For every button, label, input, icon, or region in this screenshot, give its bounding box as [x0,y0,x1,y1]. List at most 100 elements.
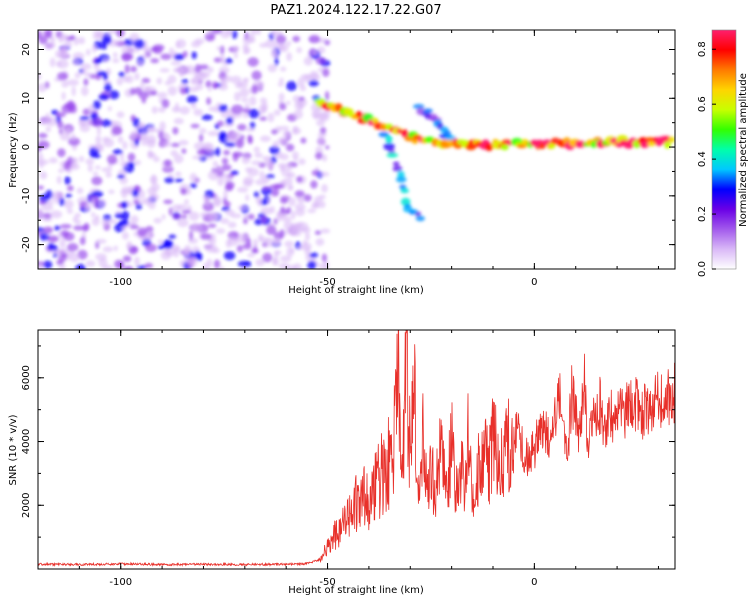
noise-blob [295,208,306,217]
lower-branch-blob [378,131,390,138]
noise-blob [58,168,64,173]
noise-blob [225,58,233,64]
noise-blob [191,155,204,160]
noise-blob [218,104,228,112]
noise-blob [38,200,47,206]
noise-blob [158,131,165,140]
noise-blob [290,248,295,253]
noise-blob [244,103,250,109]
noise-blob [218,134,229,144]
noise-blob [189,172,198,183]
noise-blob [231,131,242,138]
noise-blob [173,117,184,125]
noise-blob [251,84,258,94]
noise-blob [237,260,249,268]
noise-blob [275,34,287,45]
noise-blob [174,67,186,73]
noise-blob [190,103,197,109]
noise-blob [267,112,275,123]
noise-blob [220,218,230,224]
noise-blob [168,207,173,216]
main-signal-blob [647,141,656,147]
noise-blob [56,259,64,265]
noise-blob [187,86,199,93]
noise-blob [220,54,225,62]
noise-blob [118,71,125,78]
noise-blob [107,106,112,112]
noise-blob [157,244,165,250]
figure-title: PAZ1.2024.122.17.22.G07 [270,3,441,18]
noise-blob [158,106,166,113]
noise-blob [113,245,119,252]
noise-blob [208,106,218,112]
noise-blob [189,230,194,241]
noise-blob [101,35,112,45]
noise-blob [181,214,188,219]
noise-blob [253,146,260,153]
noise-blob [256,30,261,36]
noise-blob [220,79,226,85]
noise-blob [147,187,157,195]
noise-blob [58,197,65,207]
noise-blob [265,237,276,247]
lower-branch-blob [392,161,400,166]
noise-blob [177,218,189,228]
noise-blob [318,194,326,200]
noise-blob [91,212,96,218]
noise-blob [298,96,305,102]
noise-blob [183,247,190,256]
noise-blob [38,132,48,139]
noise-blob [288,197,296,207]
noise-blob [54,225,61,231]
noise-blob [191,222,202,233]
noise-blob [307,260,317,269]
noise-blob [262,186,270,191]
noise-blob [237,123,247,131]
noise-blob [79,236,86,246]
heatmap-ytick-label: 0 [21,144,32,150]
noise-blob [171,106,181,113]
noise-blob [286,206,292,214]
noise-blob [83,78,89,86]
noise-blob [66,169,72,174]
noise-blob [120,160,129,168]
noise-blob [204,32,216,42]
noise-blob [271,30,277,37]
noise-blob [257,199,263,207]
noise-blob [91,217,100,226]
noise-blob [159,121,166,131]
noise-blob [134,185,140,190]
noise-blob [122,255,132,263]
noise-blob [207,130,219,137]
noise-blob [49,57,56,68]
noise-blob [103,138,115,148]
noise-blob [161,98,170,109]
noise-blob [61,91,66,101]
noise-blob [130,130,139,140]
noise-blob [308,79,319,87]
noise-blob [208,223,217,228]
noise-blob [279,102,287,111]
noise-blob [77,249,88,260]
noise-blob [74,72,81,79]
noise-blob [297,197,305,204]
noise-blob [42,212,52,220]
noise-blob [117,174,125,179]
noise-blob [251,70,262,81]
noise-blob [279,44,285,52]
noise-blob [92,100,101,110]
colorbar-tick-label: 0.0 [697,261,708,277]
colorbar-tick-label: 0.8 [697,41,708,57]
noise-blob [244,167,253,172]
noise-blob [292,95,301,103]
noise-blob [285,264,297,269]
noise-blob [325,145,330,150]
noise-blob [271,129,278,135]
noise-blob [307,208,317,214]
noise-blob [112,149,123,155]
noise-blob [318,171,330,177]
snr-ytick-label: 4000 [21,429,32,454]
noise-blob [203,195,211,206]
noise-blob [296,47,303,54]
noise-blob [105,171,112,178]
